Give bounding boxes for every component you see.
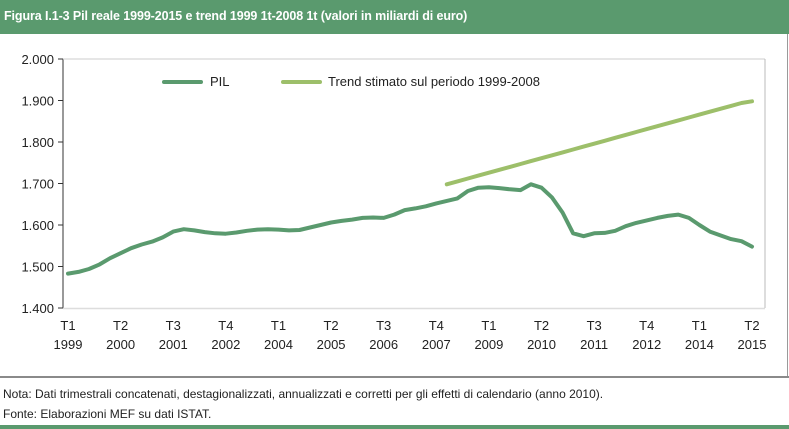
x-tick-label-year: 2015 — [738, 337, 767, 352]
notes-divider — [0, 376, 789, 378]
y-tick-label: 1.600 — [21, 218, 54, 233]
x-tick-label-year: 2007 — [422, 337, 451, 352]
x-tick-label-quarter: T3 — [376, 318, 391, 333]
note-text: Nota: Dati trimestrali concatenati, dest… — [3, 387, 604, 401]
figure-header: Figura I.1-3 Pil reale 1999-2015 e trend… — [0, 0, 789, 34]
axes — [62, 58, 766, 310]
x-tick-label-quarter: T2 — [534, 318, 549, 333]
y-tick-label: 1.700 — [21, 177, 54, 192]
x-tick-label-year: 2009 — [474, 337, 503, 352]
x-tick-label-year: 2012 — [632, 337, 661, 352]
x-tick-label-year: 2006 — [369, 337, 398, 352]
x-tick-label-quarter: T1 — [692, 318, 707, 333]
x-tick-label-quarter: T1 — [271, 318, 286, 333]
figure-footer-bar — [0, 425, 789, 429]
x-tick-label-quarter: T2 — [744, 318, 759, 333]
x-tick-label-quarter: T4 — [429, 318, 444, 333]
x-tick-label-quarter: T1 — [481, 318, 496, 333]
x-tick-label-quarter: T2 — [113, 318, 128, 333]
x-tick-label-year: 2005 — [317, 337, 346, 352]
series-line-trend — [444, 99, 754, 187]
x-tick-label-quarter: T4 — [639, 318, 654, 333]
x-tick-label-quarter: T4 — [218, 318, 233, 333]
x-tick-label-quarter: T1 — [60, 318, 75, 333]
figure-title: Figura I.1-3 Pil reale 1999-2015 e trend… — [4, 9, 468, 23]
legend-label-trend: Trend stimato sul periodo 1999-2008 — [328, 74, 540, 89]
series-group — [66, 99, 754, 276]
x-tick-label-quarter: T2 — [323, 318, 338, 333]
x-tick-label-year: 2001 — [159, 337, 188, 352]
x-tick-label-year: 2004 — [264, 337, 293, 352]
x-tick-label-quarter: T3 — [166, 318, 181, 333]
line-chart: 2.000 1.900 1.800 1.700 1.600 1.500 1.400 T1 19… — [21, 52, 767, 352]
x-tick-label-year: 2011 — [580, 337, 608, 352]
x-tick-label-year: 2014 — [685, 337, 714, 352]
y-tick-label: 2.000 — [21, 52, 54, 67]
chart-frame — [0, 34, 788, 376]
legend-label-pil: PIL — [210, 74, 230, 89]
x-tick-label-year: 2000 — [106, 337, 135, 352]
y-tick-label: 1.800 — [21, 135, 54, 150]
y-ticks: 2.000 1.900 1.800 1.700 1.600 1.500 1.400 — [21, 52, 63, 316]
y-tick-label: 1.500 — [21, 260, 54, 275]
x-tick-label-quarter: T3 — [587, 318, 602, 333]
x-tick-label-year: 2002 — [211, 337, 240, 352]
series-line-pil — [66, 182, 754, 276]
legend: PIL Trend stimato sul periodo 1999-2008 — [162, 74, 540, 89]
x-ticks: T1 1999 T2 2000 T3 2001 T4 2002 T1 2004 T2 2005 T3 20… — [54, 318, 767, 352]
y-tick-label: 1.400 — [21, 301, 54, 316]
source-text: Fonte: Elaborazioni MEF su dati ISTAT. — [3, 407, 212, 421]
x-tick-label-year: 1999 — [54, 337, 83, 352]
x-tick-label-year: 2010 — [527, 337, 556, 352]
y-tick-label: 1.900 — [21, 94, 54, 109]
